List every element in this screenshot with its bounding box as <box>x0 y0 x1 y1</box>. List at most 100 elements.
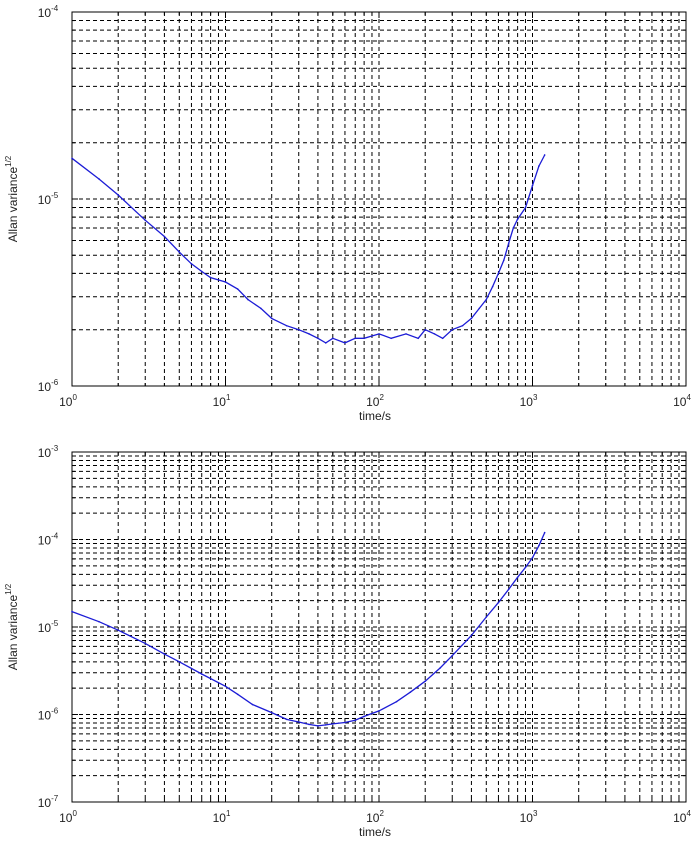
data-point <box>324 342 327 344</box>
x-tick-label: 101 <box>213 809 231 825</box>
y-tick-exponent: -7 <box>51 794 59 803</box>
data-point <box>163 653 166 655</box>
data-point <box>433 333 436 335</box>
y-axis-label: Allan variance1/2 <box>4 583 20 670</box>
x-tick-label: 102 <box>366 809 384 825</box>
x-tick-exponent: 4 <box>686 809 691 818</box>
y-tick-label: 10-3 <box>38 444 59 460</box>
series-line <box>71 532 546 727</box>
y-tick-label: 10-5 <box>38 191 59 207</box>
data-point <box>144 642 147 645</box>
x-tick-base: 10 <box>520 811 534 825</box>
x-tick-base: 10 <box>213 395 227 409</box>
data-point <box>297 721 300 723</box>
data-point <box>71 157 73 160</box>
data-point <box>247 298 249 301</box>
data-point <box>117 629 120 631</box>
data-point <box>441 337 444 340</box>
y-tick-label: 10-6 <box>38 707 59 723</box>
data-point <box>236 288 239 290</box>
data-point <box>424 680 427 683</box>
data-point <box>144 219 147 222</box>
data-point <box>354 337 357 340</box>
data-point <box>451 328 454 331</box>
data-point <box>531 556 534 559</box>
x-tick-exponent: 0 <box>72 809 77 818</box>
y-axis-label-superscript: 1/2 <box>4 583 13 595</box>
x-axis-label: time/s <box>359 409 391 423</box>
data-point <box>354 719 357 722</box>
data-point <box>409 691 412 693</box>
data-point <box>497 601 500 604</box>
data-point <box>331 723 334 725</box>
x-tick-exponent: 1 <box>226 393 231 402</box>
y-tick-base: 10 <box>38 380 52 394</box>
x-tick-base: 10 <box>213 811 227 825</box>
y-tick-label: 10-4 <box>38 532 59 548</box>
data-point <box>470 634 473 637</box>
y-tick-base: 10 <box>38 6 52 20</box>
data-point <box>478 307 481 310</box>
data-point <box>297 328 300 331</box>
y-tick-label: 10-5 <box>38 619 59 635</box>
data-point <box>538 165 540 167</box>
y-axis-label-main: Allan variance <box>6 167 20 243</box>
x-tick-base: 10 <box>366 395 380 409</box>
data-point <box>491 285 494 288</box>
data-point <box>178 661 181 663</box>
data-point <box>224 281 227 283</box>
data-point <box>270 317 273 320</box>
x-tick-label: 104 <box>673 393 691 409</box>
y-axis-label-main: Allan variance <box>6 595 20 671</box>
data-point <box>285 718 288 721</box>
data-point <box>485 298 488 301</box>
y-tick-base: 10 <box>38 709 52 723</box>
data-point <box>98 178 100 180</box>
data-point <box>470 317 473 320</box>
y-tick-exponent: -4 <box>51 4 59 13</box>
data-point <box>324 724 327 726</box>
chart-bottom: 100 101 102 103 10410-710-610-510-410-3time/… <box>4 444 691 839</box>
x-tick-base: 10 <box>59 811 73 825</box>
y-tick-exponent: -5 <box>51 191 59 200</box>
data-point <box>543 531 546 534</box>
y-tick-base: 10 <box>38 796 52 810</box>
data-point <box>344 342 346 344</box>
y-axis-label-superscript: 1/2 <box>4 155 13 167</box>
x-tick-label: 100 <box>59 393 77 409</box>
x-tick-exponent: 3 <box>533 393 538 402</box>
data-point <box>209 276 212 279</box>
data-point <box>524 206 527 209</box>
y-tick-label: 10-7 <box>38 794 59 810</box>
data-point <box>117 194 120 196</box>
data-point <box>516 218 519 220</box>
data-point <box>251 703 254 706</box>
data-point <box>502 259 505 262</box>
y-tick-base: 10 <box>38 193 52 207</box>
x-tick-exponent: 3 <box>533 809 538 818</box>
x-tick-exponent: 1 <box>226 809 231 818</box>
y-tick-exponent: -3 <box>51 444 59 453</box>
grid-lines <box>72 452 686 802</box>
y-tick-exponent: -4 <box>51 532 59 541</box>
data-point <box>98 620 100 623</box>
x-tick-exponent: 4 <box>686 393 691 402</box>
x-tick-base: 10 <box>59 395 73 409</box>
y-tick-exponent: -6 <box>51 378 59 387</box>
x-tick-label: 101 <box>213 393 231 409</box>
data-point <box>270 711 273 714</box>
data-point <box>538 544 540 547</box>
y-tick-base: 10 <box>38 534 52 548</box>
data-point <box>451 654 454 657</box>
data-point <box>260 307 262 310</box>
x-tick-label: 104 <box>673 809 691 825</box>
data-point <box>378 710 380 712</box>
data-point <box>163 235 166 238</box>
x-tick-exponent: 2 <box>379 393 384 402</box>
x-tick-base: 10 <box>520 395 534 409</box>
data-point <box>190 263 193 265</box>
y-tick-exponent: -5 <box>51 619 59 628</box>
x-tick-label: 103 <box>520 809 538 825</box>
